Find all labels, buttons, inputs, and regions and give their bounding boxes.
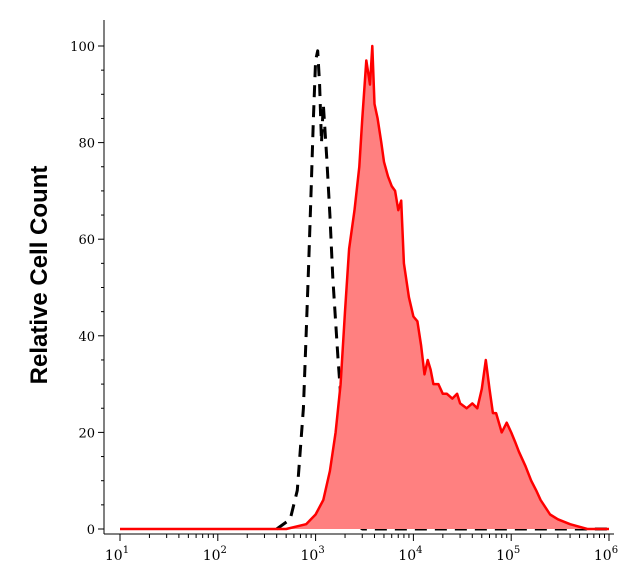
axes-layer [98, 20, 614, 541]
y-tick-label: 20 [78, 426, 95, 441]
series-1-line [120, 44, 609, 531]
series-1-area [120, 46, 609, 529]
x-tick-label: 102 [203, 545, 227, 564]
x-tick-label: 101 [105, 545, 129, 564]
labels-layer: 0 20 40 60 80 100 101 102 103 104 105 106 Relative C… [26, 40, 618, 564]
y-axis-label: Relative Cell Count [26, 166, 53, 385]
y-tick-label: 40 [78, 330, 95, 345]
y-tick-label: 80 [78, 137, 95, 152]
x-tick-label: 106 [594, 545, 618, 564]
series-layer [120, 44, 609, 531]
x-tick-label: 105 [496, 545, 520, 564]
x-tick-label: 104 [398, 545, 422, 564]
y-tick-label: 0 [87, 523, 95, 538]
y-tick-label: 60 [78, 233, 95, 248]
y-tick-label: 100 [70, 40, 95, 55]
x-tick-label: 103 [300, 545, 324, 564]
